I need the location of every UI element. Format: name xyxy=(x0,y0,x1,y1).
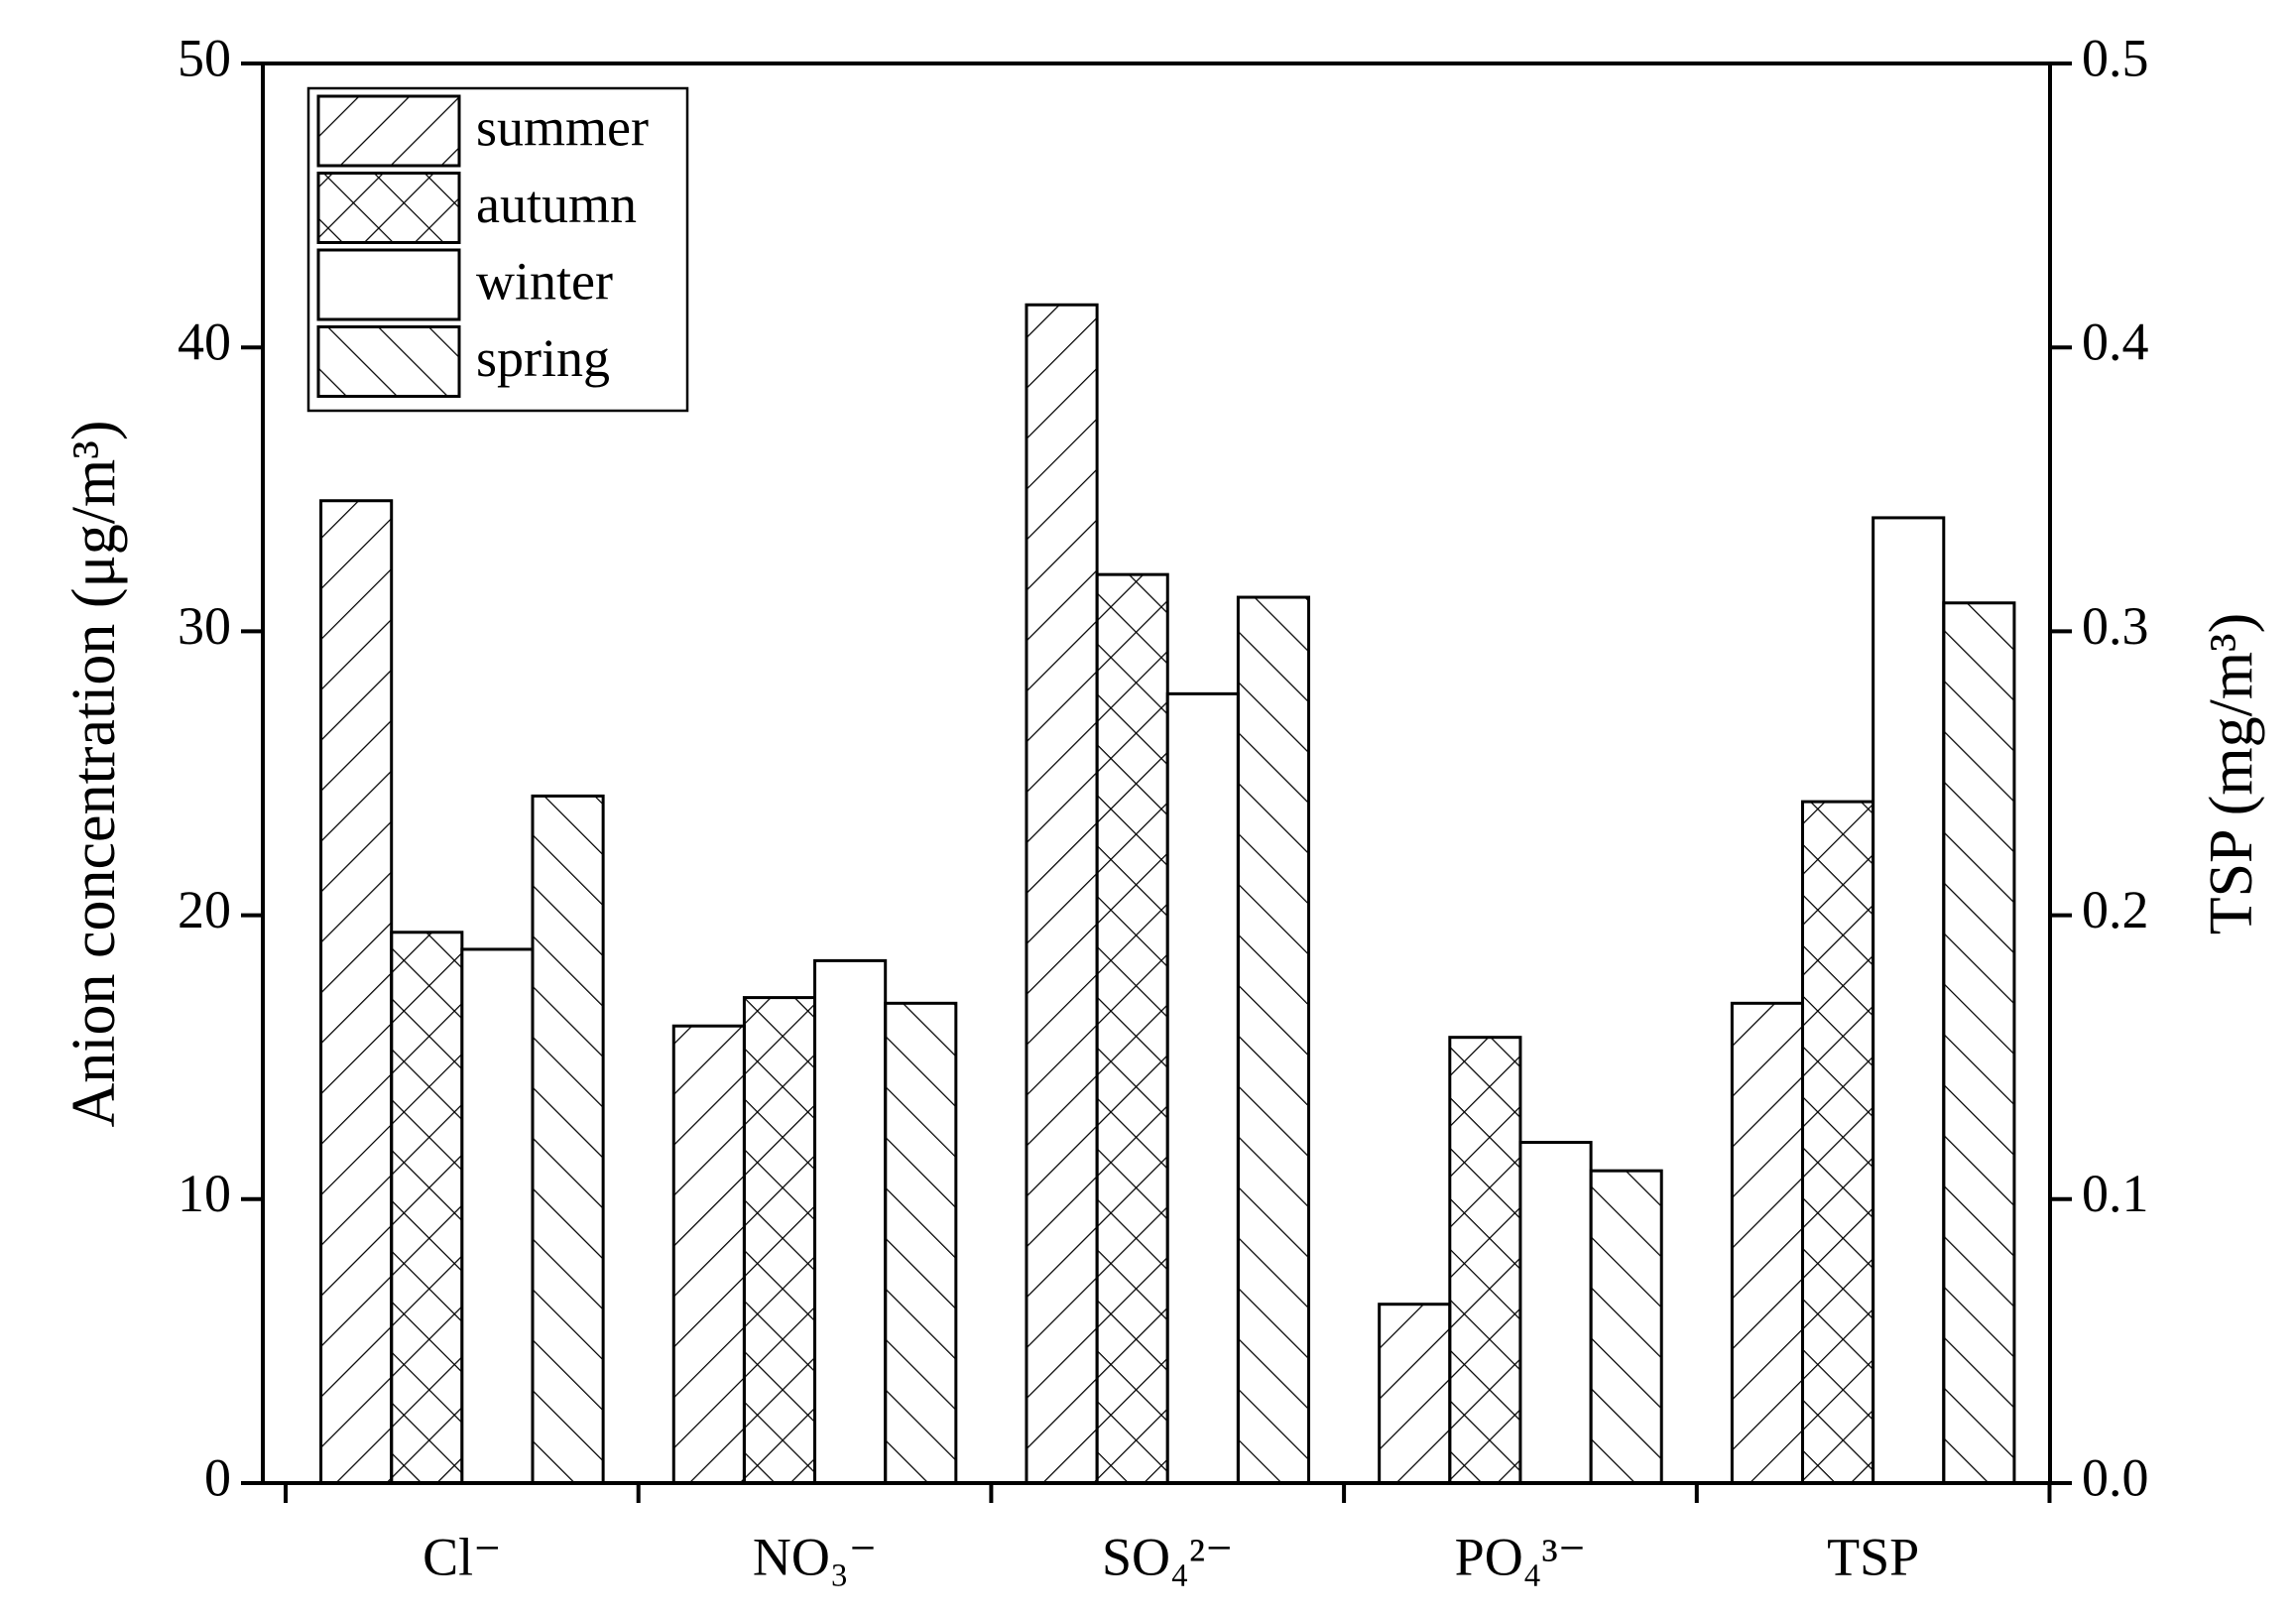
y-axis-label: Anion concentration (μg/m³) xyxy=(60,421,128,1128)
legend-swatch xyxy=(316,172,461,244)
legend-swatch xyxy=(316,94,461,168)
y2-tick-label: 0.5 xyxy=(2082,28,2149,87)
bar-fill xyxy=(1591,1171,1662,1483)
bar-fill xyxy=(320,500,392,1483)
y-tick-label: 40 xyxy=(178,312,231,372)
bar-fill xyxy=(1943,602,2014,1483)
bar-fill xyxy=(814,960,886,1483)
bar-fill xyxy=(673,1026,745,1483)
x-tick-label: NO₃⁻ xyxy=(753,1527,877,1586)
x-tick-label: Cl⁻ xyxy=(423,1527,502,1586)
y-tick-label: 50 xyxy=(178,28,231,87)
bar-fill xyxy=(1097,574,1168,1483)
legend-label: spring xyxy=(476,328,610,388)
y2-tick-label: 0.3 xyxy=(2082,596,2149,656)
bar-fill xyxy=(885,1003,956,1483)
y-tick-label: 0 xyxy=(204,1447,231,1507)
y2-tick-label: 0.2 xyxy=(2082,880,2149,939)
legend-swatch xyxy=(316,325,461,398)
x-tick-label: PO₄³⁻ xyxy=(1455,1527,1587,1586)
bar-fill xyxy=(1238,597,1309,1483)
x-tick-label: TSP xyxy=(1827,1527,1919,1586)
bar-fill xyxy=(391,932,462,1483)
y2-tick-label: 0.0 xyxy=(2082,1447,2149,1507)
bar-fill xyxy=(461,948,533,1483)
y-tick-label: 30 xyxy=(178,596,231,656)
bar-fill xyxy=(744,997,815,1483)
y2-axis-label: TSP (mg/m³) xyxy=(2198,613,2265,935)
bar-fill xyxy=(1026,305,1098,1483)
bar-fill xyxy=(532,796,604,1483)
bar-fill xyxy=(1802,802,1873,1483)
bar-fill xyxy=(1873,517,1944,1483)
bar-fill xyxy=(1449,1037,1520,1483)
y2-tick-label: 0.4 xyxy=(2082,312,2149,372)
bar-fill xyxy=(1732,1003,1803,1483)
bar-fill xyxy=(1167,693,1239,1483)
y-tick-label: 10 xyxy=(178,1164,231,1223)
legend-label: winter xyxy=(476,251,613,311)
y-tick-label: 20 xyxy=(178,880,231,939)
x-tick-label: SO₄²⁻ xyxy=(1102,1527,1234,1586)
y2-tick-label: 0.1 xyxy=(2082,1164,2149,1223)
legend-swatch xyxy=(316,248,461,321)
legend-label: summer xyxy=(476,97,649,157)
bar-fill xyxy=(1379,1304,1450,1483)
bar-fill xyxy=(1519,1142,1592,1483)
plot-frame xyxy=(261,62,2052,1485)
legend-label: autumn xyxy=(476,175,637,234)
